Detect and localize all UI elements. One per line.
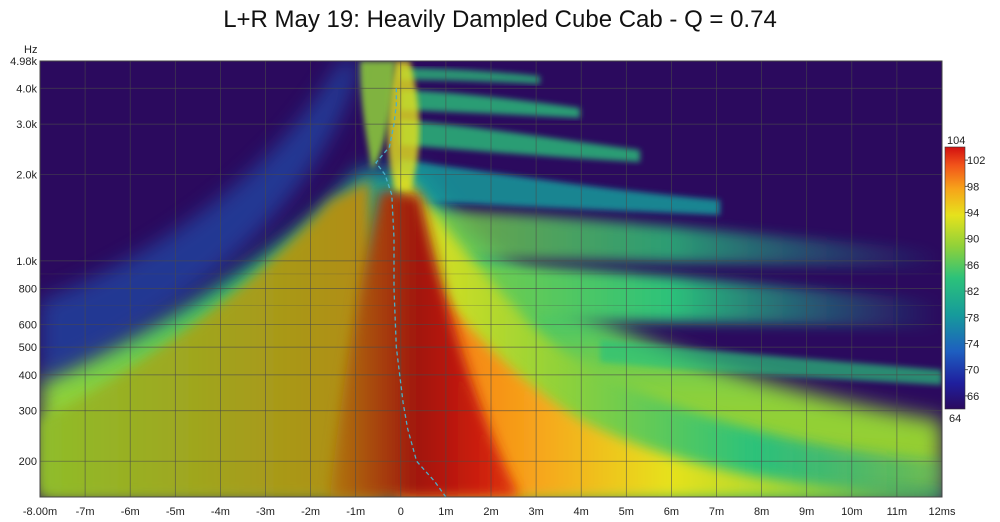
colorbar-tick-label: 102 [967,155,985,167]
heatmap-streak [400,160,720,215]
heatmap-core [330,190,520,497]
heatmap-main-decay [400,240,942,497]
plot-frame [39,60,943,498]
grid [40,61,942,497]
colorbar-ticks: 102 98 94 90 86 82 78 74 70 66 [965,155,985,403]
x-tick-label: 7m [709,506,724,518]
y-axis: 200 300 400 500 600 800 1.0k 2.0k 3.0k 4.0k 4.98k [10,56,37,468]
x-axis: -8.00m -7m -6m -5m -4m -3m -2m -1m 0 1m 2m 3m 4m 5m 6m… [23,506,956,518]
x-tick-label: -2m [301,506,320,518]
heatmap-left-fan [40,180,380,497]
y-tick-label: 300 [19,406,37,418]
colorbar-tick-label: 78 [967,312,979,324]
x-tick-label: 2m [483,506,498,518]
x-tick-label: 9m [799,506,814,518]
x-tick-label: 12ms [929,506,956,518]
x-tick-label: 5m [619,506,634,518]
chart-title: L+R May 19: Heavily Dampled Cube Cab - Q… [223,6,777,33]
colorbar [944,146,966,410]
x-tick-label: 4m [574,506,589,518]
colorbar-min-label: 64 [949,413,961,425]
x-tick-label: 3m [528,506,543,518]
y-tick-label: 600 [19,319,37,331]
heatmap-streak [600,340,942,385]
x-tick-label: -3m [256,506,275,518]
x-tick-label: -4m [211,506,230,518]
colorbar-tick-label: 90 [967,234,979,246]
x-tick-label: -5m [166,506,185,518]
colorbar-tick-label: 70 [967,365,979,377]
colorbar-tick-label: 86 [967,260,979,272]
colorbar-tick-label: 74 [967,339,979,351]
heatmap-left-halo [40,61,360,380]
peak-energy-curve [375,88,447,497]
x-tick-label: -8.00m [23,506,57,518]
colorbar-tick-label: 94 [967,208,979,220]
x-tick-label: 6m [664,506,679,518]
y-tick-label: 3.0k [16,119,37,131]
x-tick-label: -7m [76,506,95,518]
y-tick-label: 1.0k [16,256,37,268]
colorbar-tick-label: 82 [967,286,979,298]
y-tick-label: 4.98k [10,56,37,68]
y-tick-label: 4.0k [16,83,37,95]
y-unit-label: Hz [24,44,37,56]
heatmap-streak [400,68,540,84]
x-tick-label: -1m [346,506,365,518]
y-tick-label: 400 [19,370,37,382]
heatmap-area [40,61,942,497]
heatmap-core-top [387,61,420,190]
y-tick-label: 500 [19,342,37,354]
x-tick-label: -6m [121,506,140,518]
y-tick-label: 800 [19,284,37,296]
colorbar-max-label: 104 [947,135,965,147]
x-tick-label: 10m [841,506,862,518]
colorbar-tick-label: 66 [967,391,979,403]
y-tick-label: 2.0k [16,170,37,182]
x-tick-label: 11m [887,506,908,518]
y-tick-label: 200 [19,456,37,468]
colorbar-tick-label: 98 [967,181,979,193]
x-tick-label: 1m [438,506,453,518]
heatmap-streak [400,90,580,118]
heatmap-streak [400,120,640,162]
x-tick-label: 0 [398,506,404,518]
x-tick-label: 8m [754,506,769,518]
